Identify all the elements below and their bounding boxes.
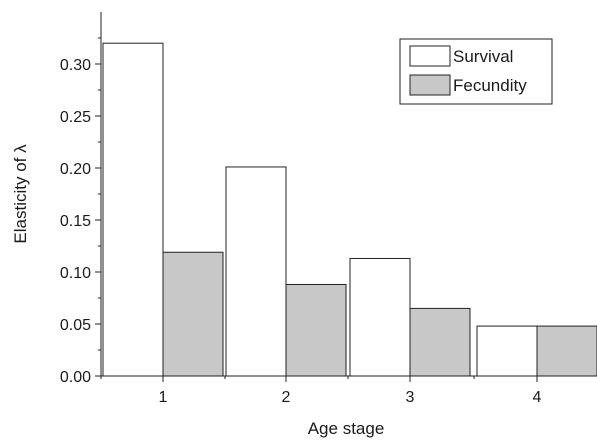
axes-layer: 0.00 0.05 0.10 0.15 0.20 0.25 0.30 1 2 3 4: [60, 12, 583, 406]
y-tick-label: 0.10: [60, 265, 91, 282]
bar-survival-2: [225, 166, 287, 377]
legend-swatch-fecundity: [409, 74, 451, 96]
legend-swatch-survival: [409, 45, 451, 67]
bar-fecundity-2: [285, 283, 347, 377]
y-tick-label: 0.20: [60, 161, 91, 178]
y-tick-label: 0.30: [60, 57, 91, 74]
x-tick-label: 3: [406, 389, 415, 406]
y-tick-label: 0.25: [60, 109, 91, 126]
x-axis-title: Age stage: [308, 419, 385, 438]
y-axis-title: Elasticity of λ: [11, 144, 30, 244]
legend: Survival Fecundity: [399, 38, 553, 105]
bar-survival-1: [102, 42, 164, 377]
bar-fecundity-4: [536, 325, 597, 377]
x-tick-label: 2: [282, 389, 291, 406]
bar-fecundity-3: [409, 307, 471, 377]
y-tick-label: 0.15: [60, 213, 91, 230]
bar-survival-4: [476, 325, 538, 377]
bars-layer: [102, 42, 597, 377]
bar-survival-3: [349, 257, 411, 377]
y-tick-label: 0.00: [60, 369, 91, 386]
legend-label-fecundity: Fecundity: [453, 76, 527, 95]
legend-label-survival: Survival: [453, 47, 513, 66]
x-tick-label: 1: [159, 389, 168, 406]
bar-fecundity-1: [162, 251, 224, 377]
x-tick-label: 4: [533, 389, 542, 406]
y-tick-label: 0.05: [60, 317, 91, 334]
